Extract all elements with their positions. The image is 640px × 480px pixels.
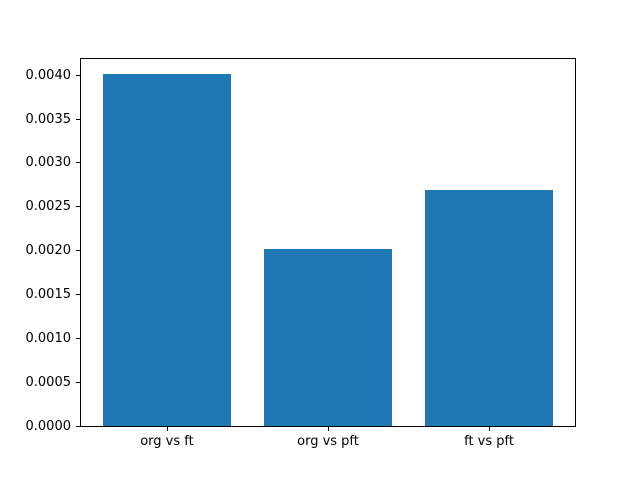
y-tick	[76, 250, 80, 252]
y-tick-label: 0.0025	[25, 199, 72, 215]
plot-area	[80, 58, 576, 427]
y-tick	[76, 162, 80, 164]
x-tick	[489, 427, 491, 431]
y-tick-label: 0.0030	[25, 155, 72, 171]
y-tick	[76, 426, 80, 427]
y-tick-label: 0.0035	[25, 111, 72, 127]
x-tick-label: org vs ft	[140, 434, 194, 449]
x-tick	[328, 427, 329, 431]
y-tick	[76, 74, 80, 76]
y-tick-label: 0.0040	[25, 67, 72, 83]
y-tick-label: 0.0005	[25, 375, 72, 391]
y-tick-label: 0.0020	[25, 243, 72, 259]
y-tick	[76, 382, 80, 384]
x-tick-label: ft vs pft	[464, 434, 514, 449]
y-tick	[76, 118, 80, 120]
y-tick-label: 0.0015	[25, 287, 72, 303]
y-tick	[76, 338, 80, 340]
x-tick	[166, 427, 168, 431]
bar-org-vs-ft	[102, 73, 232, 426]
bar-org-vs-pft	[263, 248, 393, 426]
bar-ft-vs-pft	[424, 189, 554, 426]
y-tick	[76, 206, 80, 208]
y-tick-label: 0.0010	[25, 331, 72, 347]
y-tick	[76, 294, 80, 296]
y-tick-label: 0.0000	[25, 419, 72, 434]
x-tick-label: org vs pft	[297, 434, 359, 449]
